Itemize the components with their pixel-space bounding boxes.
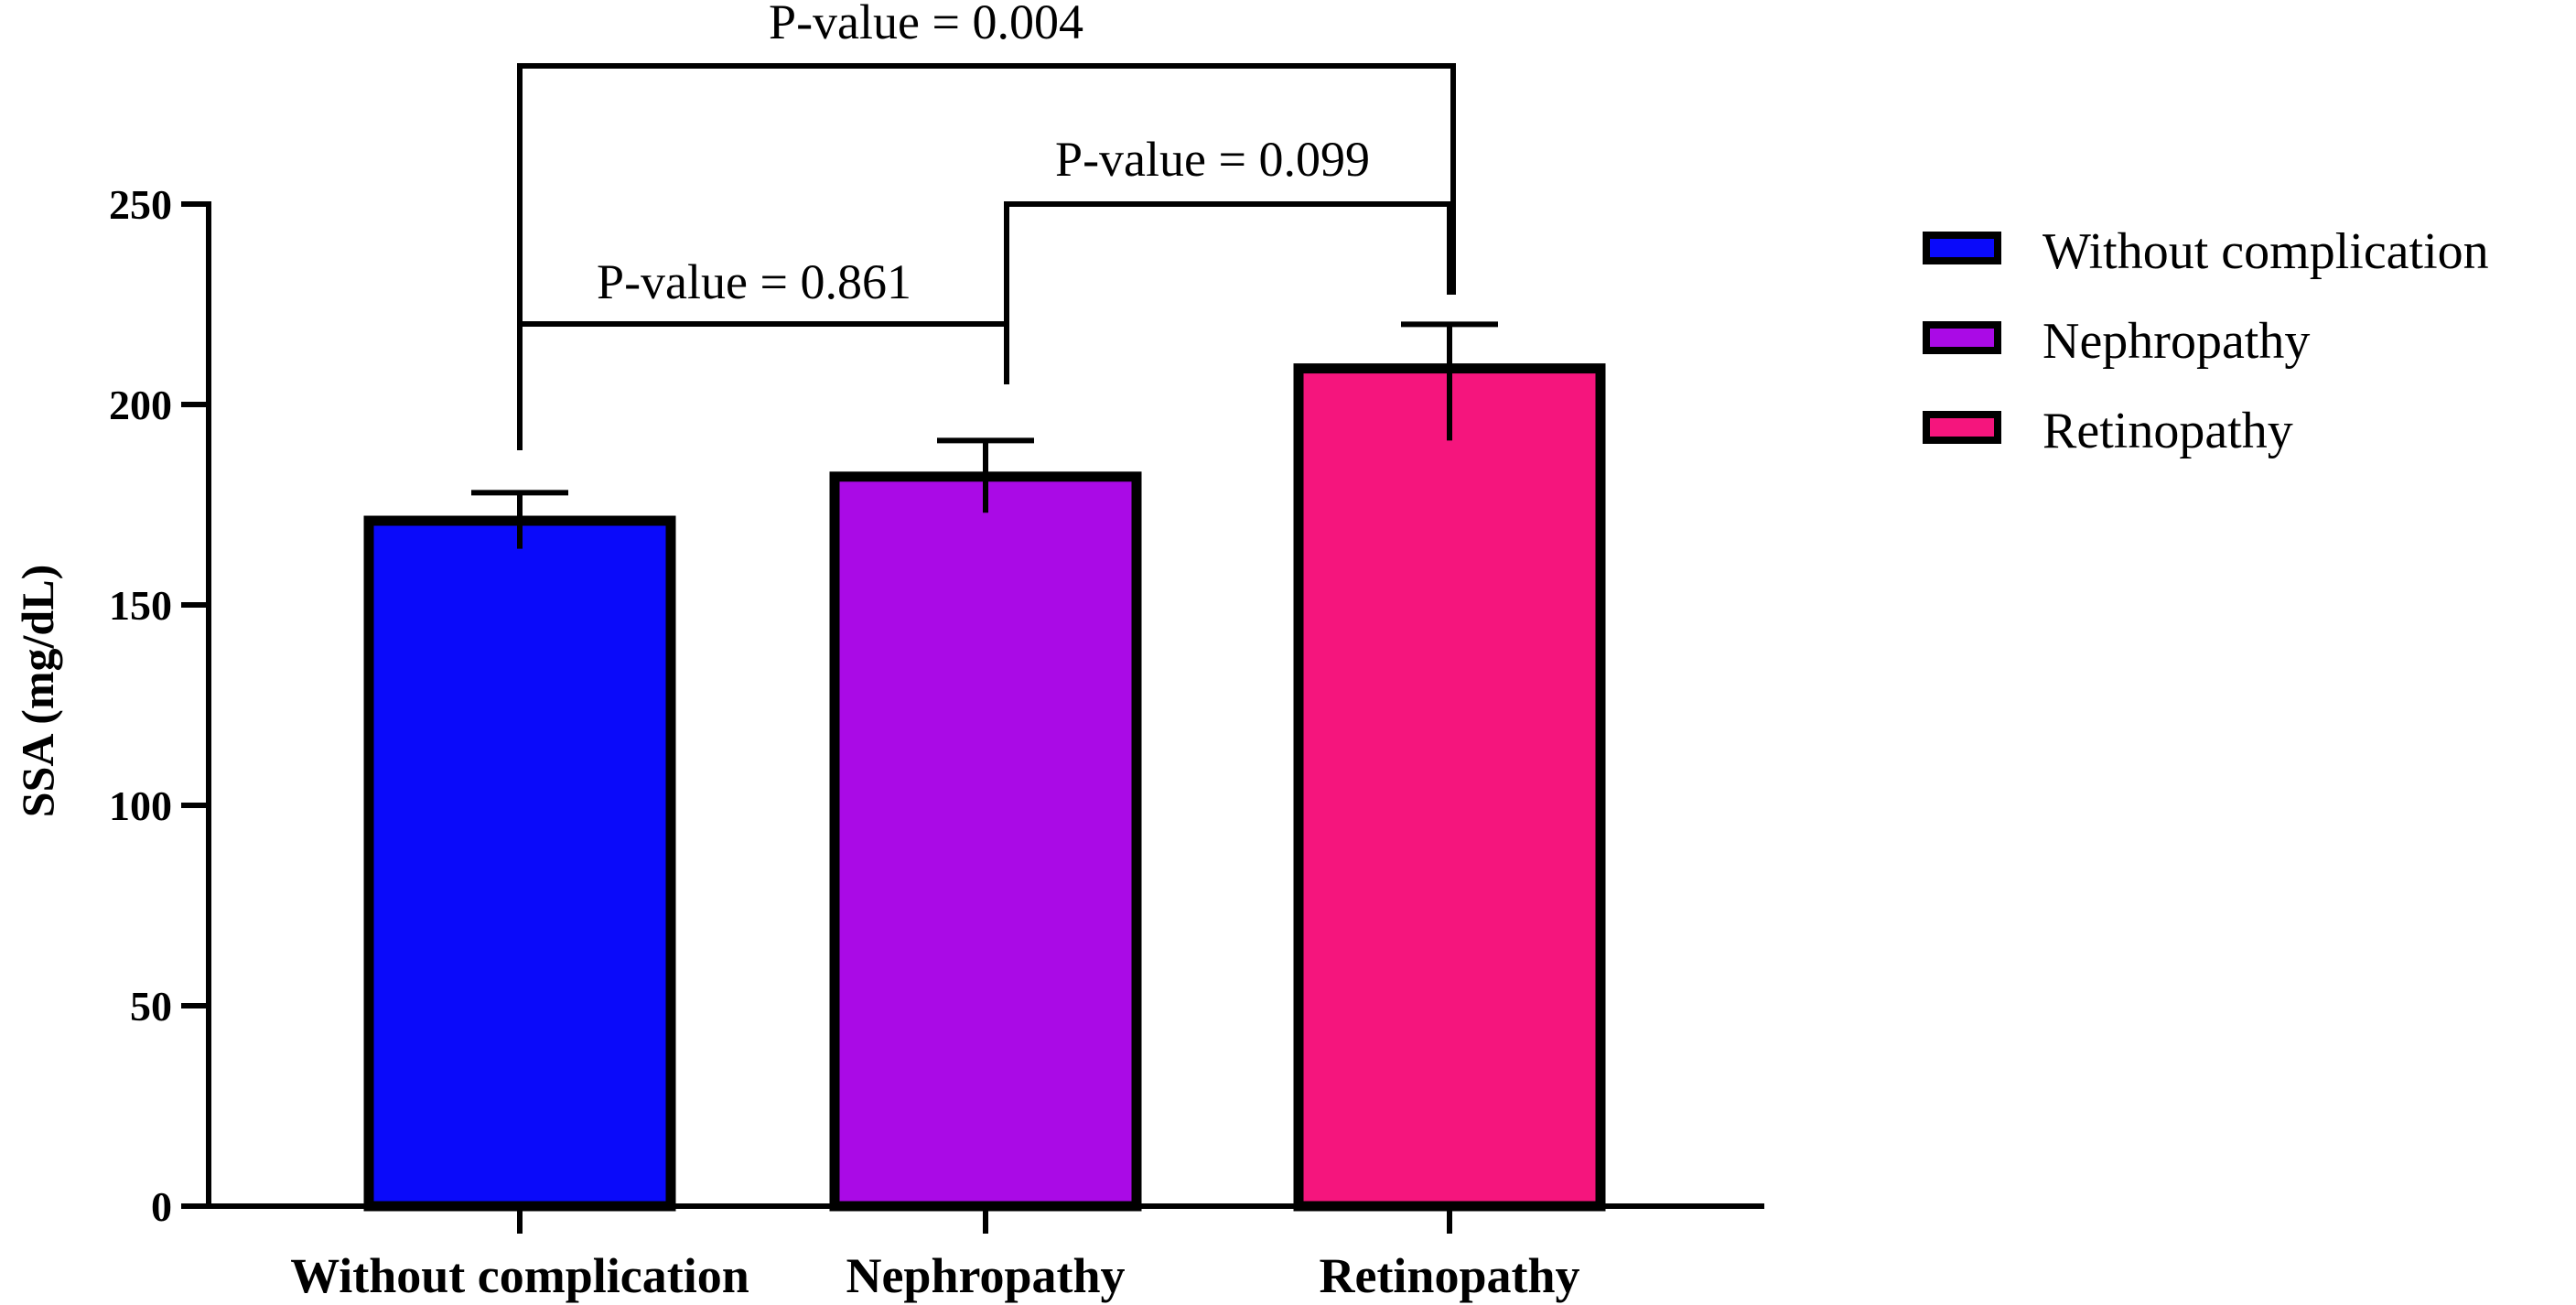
p-value-label-0: P-value = 0.004	[769, 0, 1083, 49]
significance-brackets-layer: P-value = 0.004 P-value = 0.099 P-value = …	[517, 0, 1456, 450]
x-tick-label-0: Without complication	[290, 1248, 749, 1303]
y-tick-label-5: 250	[109, 181, 172, 228]
legend-label-0: Without complication	[2042, 223, 2489, 280]
bar-0	[363, 515, 676, 1212]
bar-2	[1293, 363, 1606, 1212]
legend-swatch-1	[1923, 321, 2001, 354]
significance-bracket-1	[1004, 201, 1452, 340]
significance-bracket-0	[517, 63, 1456, 450]
y-tick-label-4: 200	[109, 382, 172, 428]
x-tick-label-1: Nephropathy	[846, 1248, 1125, 1303]
y-tick-label-2: 100	[109, 782, 172, 829]
error-bars-layer	[471, 321, 1498, 549]
y-tick-label-3: 150	[109, 582, 172, 629]
axes-layer: 0 50 100 150 200 250 Without complication Nephr…	[109, 181, 1764, 1303]
y-axis-title: SSA (mg/dL)	[12, 565, 63, 817]
y-tick-label-0: 0	[151, 1183, 172, 1230]
legend-label-1: Nephropathy	[2042, 313, 2310, 370]
significance-bracket-2	[517, 321, 1009, 450]
legend-swatch-0	[1923, 232, 2001, 264]
y-tick-label-1: 50	[130, 983, 172, 1030]
legend-swatch-2	[1923, 411, 2001, 444]
p-value-label-1: P-value = 0.099	[1055, 132, 1370, 187]
bar-1	[829, 471, 1142, 1212]
x-tick-label-2: Retinopathy	[1319, 1248, 1579, 1303]
legend-label-2: Retinopathy	[2042, 403, 2293, 459]
p-value-label-2: P-value = 0.861	[597, 254, 911, 309]
legend: Without complication Nephropathy Retinopat…	[1923, 223, 2489, 459]
